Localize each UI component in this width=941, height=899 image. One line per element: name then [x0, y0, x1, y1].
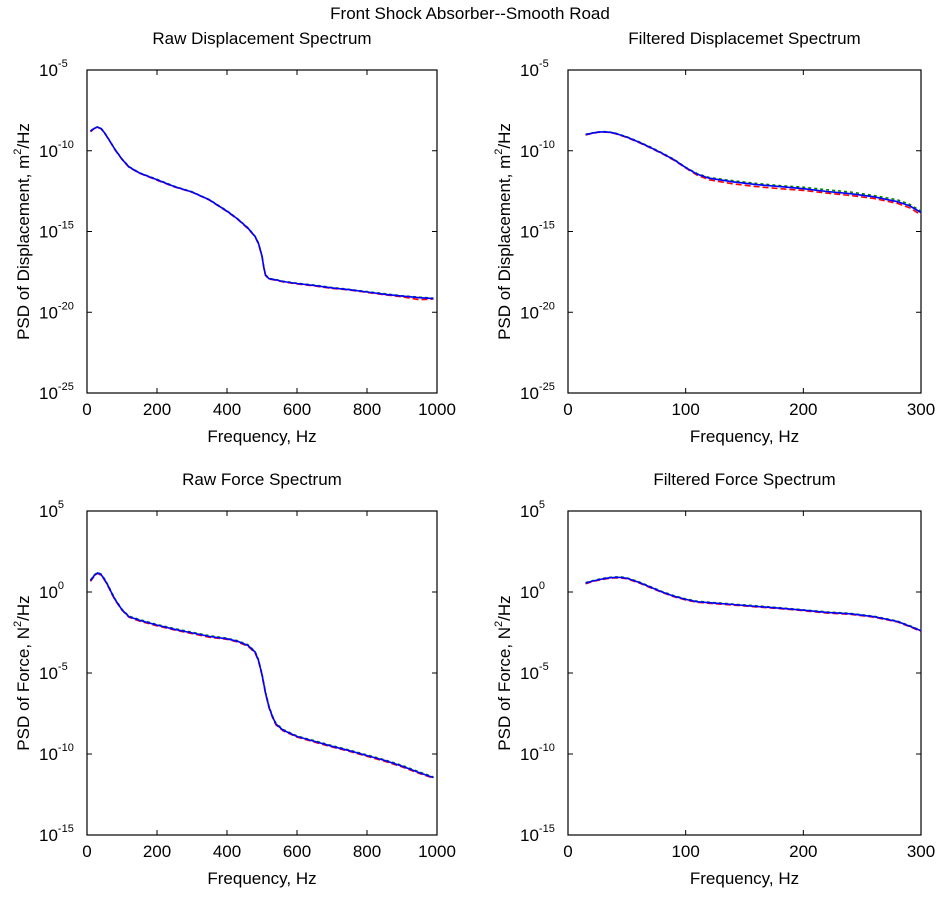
series-line-blue: [585, 131, 922, 214]
series-line-blue: [585, 576, 922, 632]
y-tick-label: 10-20: [520, 300, 555, 322]
y-tick-label: 105: [39, 499, 64, 521]
series-line-green: [585, 576, 922, 632]
x-tick-label: 200: [789, 842, 817, 861]
x-axis-label: Frequency, Hz: [207, 869, 316, 888]
series-line-red: [585, 131, 922, 216]
y-tick-label: 105: [520, 499, 545, 521]
y-tick-label: 10-20: [39, 300, 74, 322]
x-tick-label: 400: [213, 842, 241, 861]
x-tick-label: 200: [143, 400, 171, 419]
x-tick-label: 100: [671, 400, 699, 419]
x-tick-label: 800: [353, 400, 381, 419]
subplot-grid: Raw Displacement Spectrum 0 200 400 600 800 10…: [12, 29, 935, 888]
y-tick-label: 10-15: [520, 220, 555, 242]
subplot-title: Raw Force Spectrum: [182, 470, 342, 489]
subplot-1: Raw Displacement Spectrum 0 200 400 600 800 10…: [12, 29, 456, 446]
y-axis-label: PSD of Displacement, m2/Hz: [12, 123, 33, 340]
series-line-green: [90, 126, 434, 299]
y-axis-label: PSD of Displacement, m2/Hz: [493, 123, 514, 340]
y-tick-label: 10-5: [520, 661, 549, 683]
y-axis-label: PSD of Force, N2/Hz: [12, 595, 33, 750]
y-tick-label: 10-25: [520, 381, 555, 403]
x-axis-label: Frequency, Hz: [207, 427, 316, 446]
y-tick-label: 10-15: [39, 220, 74, 242]
subplot-title: Filtered Displacemet Spectrum: [628, 29, 860, 48]
y-tick-label: 10-10: [39, 139, 74, 161]
subplot-3: Raw Force Spectrum 0 200 400 600 800 1000 10-15…: [12, 470, 456, 888]
x-tick-label: 1000: [418, 400, 456, 419]
x-tick-label: 0: [82, 400, 91, 419]
y-tick-label: 10-15: [520, 823, 555, 845]
subplot-2: Filtered Displacemet Spectrum 0 100 200 300 1…: [493, 29, 935, 446]
series-line-red: [89, 126, 434, 301]
x-tick-label: 100: [671, 842, 699, 861]
subplot-title: Raw Displacement Spectrum: [152, 29, 371, 48]
y-tick-label: 10-10: [520, 742, 555, 764]
axes-frame: [567, 69, 922, 394]
series-line-green: [585, 130, 922, 212]
y-axis-label: PSD of Force, N2/Hz: [493, 595, 514, 750]
x-tick-label: 400: [213, 400, 241, 419]
x-tick-label: 600: [283, 400, 311, 419]
subplot-title: Filtered Force Spectrum: [653, 470, 835, 489]
x-tick-label: 300: [907, 842, 935, 861]
x-tick-label: 200: [143, 842, 171, 861]
axes-frame: [86, 69, 438, 394]
y-tick-label: 10-15: [39, 823, 74, 845]
y-tick-label: 10-10: [520, 139, 555, 161]
x-tick-label: 0: [82, 842, 91, 861]
y-tick-label: 10-10: [39, 742, 74, 764]
x-axis-label: Frequency, Hz: [690, 869, 799, 888]
x-axis-label: Frequency, Hz: [690, 427, 799, 446]
y-tick-label: 10-5: [39, 661, 68, 683]
subplot-4: Filtered Force Spectrum 0 100 200 300 10-15 10…: [493, 470, 935, 888]
x-tick-label: 600: [283, 842, 311, 861]
figure-suptitle: Front Shock Absorber--Smooth Road: [330, 4, 610, 23]
series-line-red: [585, 577, 922, 633]
x-tick-label: 800: [353, 842, 381, 861]
series-line-blue: [89, 572, 434, 779]
x-tick-label: 300: [907, 400, 935, 419]
y-tick-label: 100: [39, 580, 64, 602]
x-tick-label: 0: [563, 842, 572, 861]
y-tick-label: 10-5: [39, 58, 68, 80]
series-line-blue: [90, 126, 434, 300]
y-tick-label: 10-25: [39, 381, 74, 403]
x-tick-label: 1000: [418, 842, 456, 861]
y-tick-label: 10-5: [520, 58, 549, 80]
y-tick-label: 100: [520, 580, 545, 602]
x-tick-label: 200: [789, 400, 817, 419]
axes-frame: [567, 510, 922, 836]
x-tick-label: 0: [563, 400, 572, 419]
